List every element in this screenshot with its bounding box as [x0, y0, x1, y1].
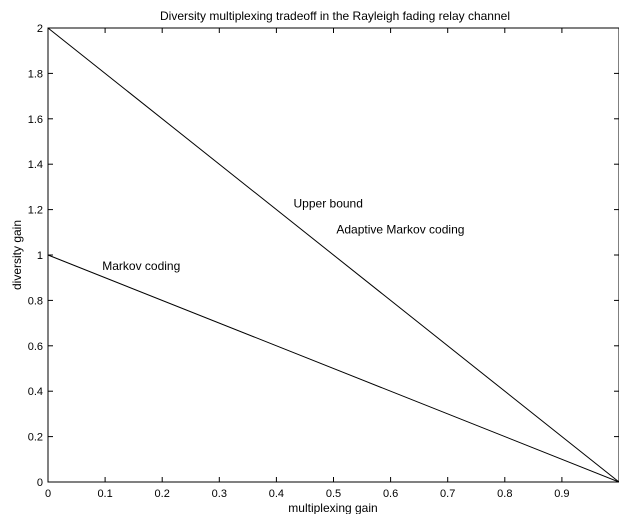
chart-title: Diversity multiplexing tradeoff in the R…: [160, 9, 510, 23]
x-axis-label: multiplexing gain: [288, 501, 377, 514]
x-tick-label: 0.1: [97, 488, 112, 500]
y-tick-label: 1.8: [28, 68, 43, 80]
annotation-label: Upper bound: [294, 196, 363, 210]
y-tick-label: 0.2: [28, 432, 43, 444]
y-tick-label: 1.2: [28, 205, 43, 217]
y-tick-label: 1: [37, 250, 43, 262]
x-tick-label: 0.8: [497, 488, 512, 500]
y-axis-label: diversity gain: [10, 220, 24, 290]
axis-ticks: 0 0.1 0.2 0.3 0.4 0.5 0.6 0.7 0.8 0.9 0 0.2 0.4 0.6 0.…: [28, 23, 619, 500]
annotation-label: Adaptive Markov coding: [336, 222, 464, 236]
x-tick-label: 0.3: [212, 488, 227, 500]
y-tick-label: 0: [37, 477, 43, 489]
x-tick-label: 0.7: [440, 488, 455, 500]
y-tick-label: 0.6: [28, 341, 43, 353]
x-tick-label: 0.2: [155, 488, 170, 500]
series-line-markov: [47, 254, 619, 483]
x-tick-label: 0.9: [554, 488, 569, 500]
y-tick-label: 2: [37, 23, 43, 35]
y-tick-label: 0.8: [28, 295, 43, 307]
y-tick-label: 0.4: [28, 386, 43, 398]
x-tick-label: 0: [45, 488, 51, 500]
series-group: [47, 27, 619, 483]
y-tick-label: 1.6: [28, 114, 43, 126]
annotation-label: Markov coding: [102, 259, 180, 273]
y-tick-label: 1.4: [28, 159, 43, 171]
x-tick-label: 0.6: [383, 488, 398, 500]
x-tick-label: 0.5: [326, 488, 341, 500]
x-tick-label: 0.4: [269, 488, 284, 500]
annotations-group: Upper bound Adaptive Markov coding Markov …: [102, 196, 464, 272]
series-line-upper: [47, 27, 619, 483]
